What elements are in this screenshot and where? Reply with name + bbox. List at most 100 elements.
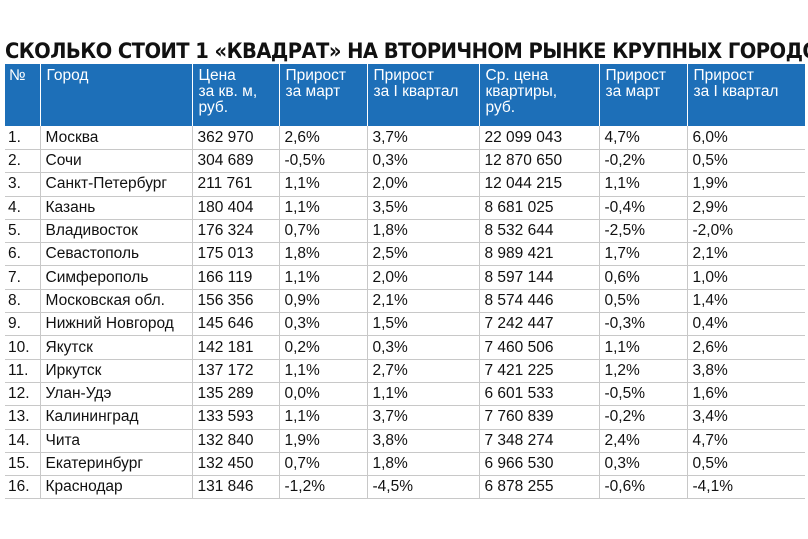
price-per-sqm-cell: 304 689 bbox=[191, 149, 279, 174]
growth-march-cell: 0,3% bbox=[278, 312, 367, 337]
table-row: 11. Иркутск 137 172 1,1% 2,7% 7 421 225 1,2% 3,… bbox=[5, 359, 805, 383]
avg-apartment-price-cell: 8 574 446 bbox=[478, 289, 599, 314]
apartment-growth-march-cell: 1,2% bbox=[598, 359, 687, 383]
city-cell: Санкт-Петербург bbox=[39, 172, 192, 197]
price-per-sqm-cell: 180 404 bbox=[191, 196, 279, 220]
rank-cell: 7. bbox=[5, 265, 40, 290]
apartment-growth-q1-cell: -4,1% bbox=[686, 475, 805, 500]
growth-march-cell: 1,1% bbox=[278, 359, 367, 383]
city-cell: Московская обл. bbox=[39, 289, 192, 314]
growth-march-cell: 1,1% bbox=[278, 265, 367, 290]
rank-cell: 8. bbox=[5, 289, 40, 314]
growth-march-cell: 0,2% bbox=[278, 335, 367, 360]
apartment-growth-march-cell: -0,3% bbox=[598, 312, 687, 337]
avg-apartment-price-cell: 12 870 650 bbox=[478, 149, 599, 174]
apartment-growth-march-cell: 4,7% bbox=[598, 126, 687, 150]
growth-q1-cell: 2,1% bbox=[366, 289, 479, 314]
price-per-sqm-cell: 175 013 bbox=[191, 242, 279, 267]
avg-apartment-price-cell: 6 966 530 bbox=[478, 452, 599, 477]
growth-q1-cell: 1,8% bbox=[366, 452, 479, 477]
growth-march-cell: 2,6% bbox=[278, 126, 367, 150]
avg-apartment-price-cell: 7 760 839 bbox=[478, 405, 599, 430]
rank-cell: 14. bbox=[5, 429, 40, 453]
apartment-growth-q1-cell: 1,4% bbox=[686, 289, 805, 314]
city-cell: Улан-Удэ bbox=[39, 382, 192, 407]
city-cell: Екатеринбург bbox=[39, 452, 192, 477]
header-city: Город bbox=[39, 64, 192, 126]
rank-cell: 11. bbox=[5, 359, 40, 383]
apartment-growth-q1-cell: 3,8% bbox=[686, 359, 805, 383]
price-per-sqm-cell: 211 761 bbox=[191, 172, 279, 197]
growth-march-cell: 0,9% bbox=[278, 289, 367, 314]
growth-q1-cell: 0,3% bbox=[366, 149, 479, 174]
table-row: 15. Екатеринбург 132 450 0,7% 1,8% 6 966 530 0… bbox=[5, 452, 805, 477]
city-cell: Симферополь bbox=[39, 265, 192, 290]
table-row: 14. Чита 132 840 1,9% 3,8% 7 348 274 2,4% 4,7% bbox=[5, 429, 805, 453]
growth-march-cell: 0,0% bbox=[278, 382, 367, 407]
page-title: СКОЛЬКО СТОИТ 1 «КВАДРАТ» НА ВТОРИЧНОМ Р… bbox=[5, 39, 808, 63]
rank-cell: 13. bbox=[5, 405, 40, 430]
rank-cell: 16. bbox=[5, 475, 40, 500]
price-table: № Город Цена за кв. м, руб. Прирост за м… bbox=[5, 64, 805, 500]
price-per-sqm-cell: 142 181 bbox=[191, 335, 279, 360]
header-growth-q1: Прирост за I квартал bbox=[366, 64, 479, 126]
apartment-growth-q1-cell: 2,6% bbox=[686, 335, 805, 360]
avg-apartment-price-cell: 7 242 447 bbox=[478, 312, 599, 337]
avg-apartment-price-cell: 6 878 255 bbox=[478, 475, 599, 500]
city-cell: Иркутск bbox=[39, 359, 192, 383]
growth-march-cell: 1,1% bbox=[278, 172, 367, 197]
table-row: 9. Нижний Новгород 145 646 0,3% 1,5% 7 242 44… bbox=[5, 312, 805, 337]
growth-q1-cell: 1,8% bbox=[366, 219, 479, 244]
growth-q1-cell: 1,1% bbox=[366, 382, 479, 407]
growth-march-cell: 1,9% bbox=[278, 429, 367, 453]
growth-q1-cell: 3,5% bbox=[366, 196, 479, 220]
price-per-sqm-cell: 166 119 bbox=[191, 265, 279, 290]
growth-march-cell: 1,1% bbox=[278, 405, 367, 430]
growth-march-cell: 0,7% bbox=[278, 219, 367, 244]
growth-march-cell: -0,5% bbox=[278, 149, 367, 174]
city-cell: Якутск bbox=[39, 335, 192, 360]
price-per-sqm-cell: 145 646 bbox=[191, 312, 279, 337]
apartment-growth-march-cell: -2,5% bbox=[598, 219, 687, 244]
avg-apartment-price-cell: 8 989 421 bbox=[478, 242, 599, 267]
header-price-per-sqm: Цена за кв. м, руб. bbox=[191, 64, 279, 126]
apartment-growth-q1-cell: 2,9% bbox=[686, 196, 805, 220]
table-row: 2. Сочи 304 689 -0,5% 0,3% 12 870 650 -0,2% 0,5… bbox=[5, 149, 805, 174]
growth-q1-cell: -4,5% bbox=[366, 475, 479, 500]
table-row: 13. Калининград 133 593 1,1% 3,7% 7 760 839 -0… bbox=[5, 405, 805, 430]
avg-apartment-price-cell: 8 532 644 bbox=[478, 219, 599, 244]
avg-apartment-price-cell: 12 044 215 bbox=[478, 172, 599, 197]
apartment-growth-march-cell: -0,6% bbox=[598, 475, 687, 500]
table-row: 10. Якутск 142 181 0,2% 0,3% 7 460 506 1,1% 2,6… bbox=[5, 335, 805, 360]
header-apartment-growth-q1: Прирост за I квартал bbox=[686, 64, 805, 126]
rank-cell: 5. bbox=[5, 219, 40, 244]
growth-march-cell: 0,7% bbox=[278, 452, 367, 477]
avg-apartment-price-cell: 7 348 274 bbox=[478, 429, 599, 453]
table-header-row: № Город Цена за кв. м, руб. Прирост за м… bbox=[5, 64, 805, 126]
header-growth-march: Прирост за март bbox=[278, 64, 367, 126]
growth-q1-cell: 2,0% bbox=[366, 172, 479, 197]
apartment-growth-q1-cell: 2,1% bbox=[686, 242, 805, 267]
table-row: 7. Симферополь 166 119 1,1% 2,0% 8 597 144 0,6… bbox=[5, 265, 805, 290]
apartment-growth-q1-cell: 0,4% bbox=[686, 312, 805, 337]
apartment-growth-march-cell: -0,2% bbox=[598, 149, 687, 174]
rank-cell: 6. bbox=[5, 242, 40, 267]
rank-cell: 9. bbox=[5, 312, 40, 337]
avg-apartment-price-cell: 8 597 144 bbox=[478, 265, 599, 290]
header-avg-apartment-price: Ср. цена квартиры, руб. bbox=[478, 64, 599, 126]
apartment-growth-q1-cell: 3,4% bbox=[686, 405, 805, 430]
apartment-growth-march-cell: 0,6% bbox=[598, 265, 687, 290]
avg-apartment-price-cell: 8 681 025 bbox=[478, 196, 599, 220]
city-cell: Сочи bbox=[39, 149, 192, 174]
price-per-sqm-cell: 133 593 bbox=[191, 405, 279, 430]
apartment-growth-march-cell: -0,4% bbox=[598, 196, 687, 220]
city-cell: Чита bbox=[39, 429, 192, 453]
city-cell: Калининград bbox=[39, 405, 192, 430]
apartment-growth-q1-cell: 0,5% bbox=[686, 149, 805, 174]
rank-cell: 1. bbox=[5, 126, 40, 150]
apartment-growth-march-cell: -0,2% bbox=[598, 405, 687, 430]
avg-apartment-price-cell: 22 099 043 bbox=[478, 126, 599, 150]
apartment-growth-q1-cell: 1,9% bbox=[686, 172, 805, 197]
table-row: 5. Владивосток 176 324 0,7% 1,8% 8 532 644 -2,… bbox=[5, 219, 805, 244]
city-cell: Москва bbox=[39, 126, 192, 150]
